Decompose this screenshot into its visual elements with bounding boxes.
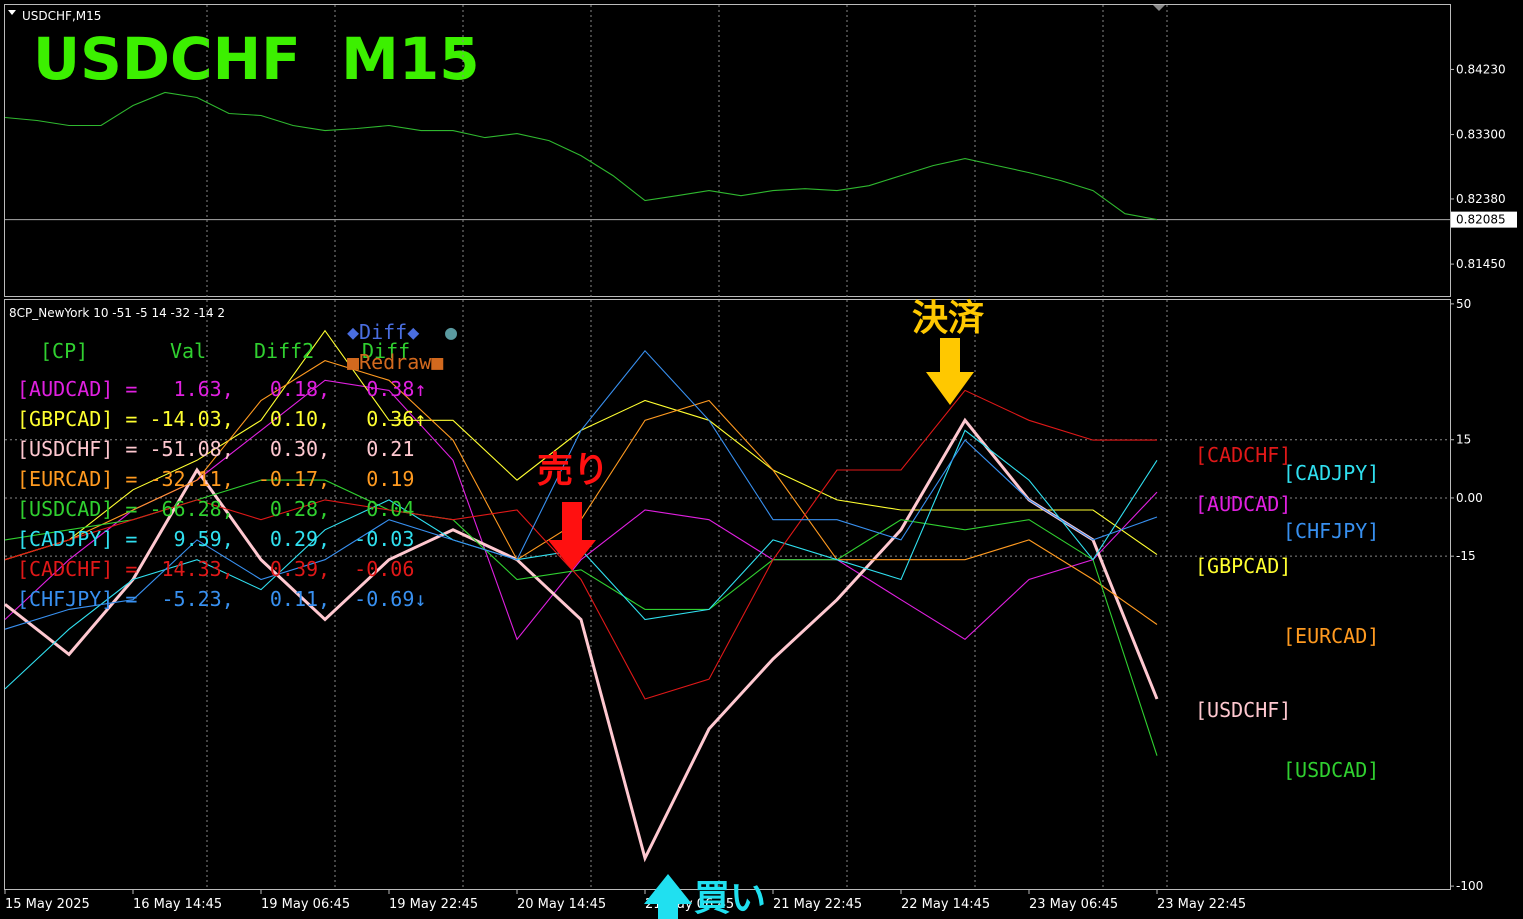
dot-button[interactable]: ● xyxy=(445,320,457,344)
chart-title: USDCHF,M15 xyxy=(22,9,101,23)
indicator-frame xyxy=(4,299,1451,890)
legend-label: [GBPCAD] xyxy=(1195,554,1291,578)
legend-label: [USDCHF] xyxy=(1195,698,1291,722)
legend-label: [CADJPY] xyxy=(1283,461,1379,485)
x-tick-label: 21 May 22:45 xyxy=(773,897,862,912)
y-tick-label: -15 xyxy=(1456,549,1476,563)
x-tick-label: 19 May 22:45 xyxy=(389,897,478,912)
shift-marker xyxy=(1153,5,1165,11)
table-row: [CHFJPY] = -5.23, 0.11, -0.69↓ xyxy=(17,587,426,611)
table-row: [CADCHF] = 14.33, 0.39, -0.06 xyxy=(17,557,414,581)
exit-arrow xyxy=(926,338,974,405)
table-row: [GBPCAD] = -14.03, 0.10, 0.36↑ xyxy=(17,407,426,431)
table-row: [EURCAD] = -32.11, -0.17, 0.19 xyxy=(17,467,414,491)
table-row: [USDCAD] = -66.28, 0.28, 0.04 xyxy=(17,497,414,521)
table-header: Diff2 xyxy=(254,339,314,363)
table-header: Val xyxy=(170,339,206,363)
sell-label: 売り xyxy=(537,450,609,491)
symbol-banner: USDCHF M15 xyxy=(33,25,480,93)
x-tick-label: 23 May 22:45 xyxy=(1157,897,1246,912)
legend-label: [CHFJPY] xyxy=(1283,519,1379,543)
x-tick-label: 16 May 14:45 xyxy=(133,897,222,912)
series-line xyxy=(4,91,1158,221)
series-line xyxy=(4,349,1158,630)
table-row: [CADJPY] = 9.59, 0.29, -0.03 xyxy=(17,527,414,551)
y-tick-label: 0.84230 xyxy=(1456,62,1506,76)
redraw-button[interactable]: ■Redraw■ xyxy=(347,350,443,374)
table-row: [AUDCAD] = 1.63, 0.18, 0.38↑ xyxy=(17,377,426,401)
diff-button[interactable]: ◆Diff◆ xyxy=(347,320,419,344)
y-tick-label: 0.82380 xyxy=(1456,192,1506,206)
table-row: [USDCHF] = -51.08, 0.30, 0.21 xyxy=(17,437,414,461)
series-line xyxy=(4,389,1157,700)
price-frame xyxy=(4,4,1451,297)
y-tick-label: 0.81450 xyxy=(1456,257,1506,271)
buy-arrow xyxy=(644,874,692,919)
legend-label: [EURCAD] xyxy=(1283,624,1379,648)
legend-label: [AUDCAD] xyxy=(1195,492,1291,516)
table-header: [CP] xyxy=(40,339,88,363)
current-price-label: 0.82085 xyxy=(1456,213,1506,227)
x-tick-label: 23 May 06:45 xyxy=(1029,897,1118,912)
y-tick-label: 0.00 xyxy=(1456,491,1483,505)
current-price-box xyxy=(1451,211,1517,228)
menu-triangle[interactable] xyxy=(8,10,16,15)
y-tick-label: 50 xyxy=(1456,297,1471,311)
series-line xyxy=(4,417,1159,863)
x-tick-label: 19 May 06:45 xyxy=(261,897,350,912)
indicator-title: 8CP_NewYork 10 -51 -5 14 -32 -14 2 xyxy=(9,306,225,320)
exit-label: 決済 xyxy=(912,298,984,339)
buy-label: 買い xyxy=(694,878,766,919)
table-header: Diff xyxy=(362,339,410,363)
x-tick-label: 20 May 14:45 xyxy=(517,897,606,912)
y-tick-label: 15 xyxy=(1456,433,1471,447)
sell-arrow xyxy=(548,502,596,570)
legend-label: [USDCAD] xyxy=(1283,758,1379,782)
y-tick-label: 0.83300 xyxy=(1456,128,1506,142)
y-tick-label: -100 xyxy=(1456,879,1483,893)
lines xyxy=(4,5,1450,889)
x-tick-label: 22 May 14:45 xyxy=(901,897,990,912)
x-tick-label: 15 May 2025 xyxy=(5,897,90,912)
legend-label: [CADCHF] xyxy=(1195,443,1291,467)
